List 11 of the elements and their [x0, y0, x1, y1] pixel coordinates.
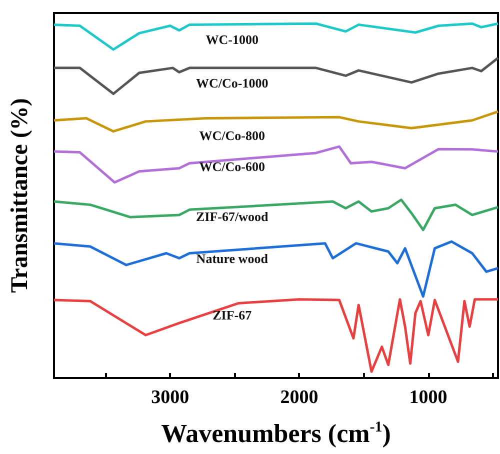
series-label: WC-1000: [206, 32, 258, 48]
series-label: WC/Co-600: [199, 159, 265, 174]
series-label: WC/Co-800: [199, 128, 265, 143]
x-tick-label: 2000: [280, 387, 318, 408]
series-label: WC/Co-1000: [196, 75, 268, 90]
series-label: ZIF-67: [212, 308, 252, 323]
y-axis-title: Transmittance (%): [7, 98, 33, 293]
x-tick-label: 3000: [151, 387, 190, 408]
x-tick-label: 1000: [409, 387, 448, 408]
series-label: ZIF-67/wood: [196, 209, 269, 224]
series-label: Nature wood: [196, 250, 269, 266]
